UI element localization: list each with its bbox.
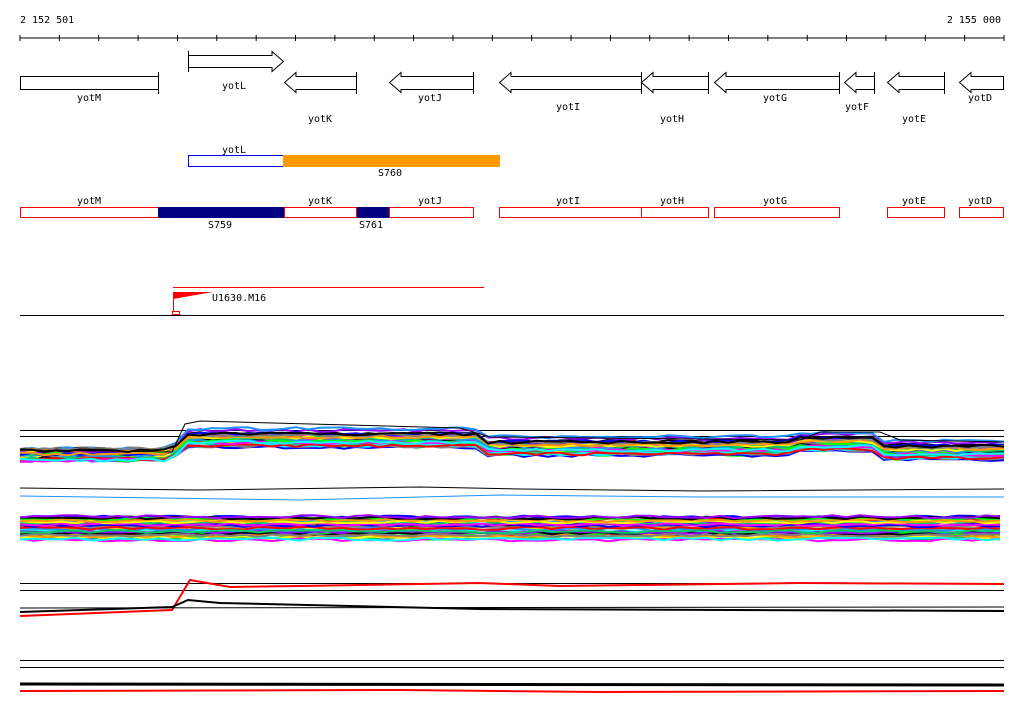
profile-line: [19, 525, 1001, 531]
svg-text:yotD: yotD: [968, 93, 992, 104]
gene-box-yotG[interactable]: [714, 207, 840, 218]
segment-S759[interactable]: [158, 207, 284, 218]
gene-box-yotD[interactable]: [959, 207, 1004, 218]
svg-text:yotK: yotK: [308, 114, 332, 125]
gene-yotF[interactable]: yotF: [843, 71, 875, 113]
profile-line: [19, 532, 1000, 538]
profile-line: [19, 439, 1005, 463]
segment-track-1: yotL S760: [188, 145, 500, 179]
profile-line: [19, 514, 1001, 520]
svg-text:yotE: yotE: [902, 114, 926, 125]
svg-text:yotM: yotM: [77, 196, 101, 207]
svg-text:yotL: yotL: [222, 81, 246, 92]
svg-text:yotK: yotK: [308, 196, 332, 207]
profile-line: [19, 443, 1005, 462]
gene-box-yotL[interactable]: [188, 155, 284, 167]
profile-line: [19, 528, 1001, 535]
profile-line: [19, 426, 1005, 452]
feature-label: U1630.M16: [212, 293, 266, 304]
svg-text:yotD: yotD: [968, 196, 992, 207]
profile-line: [19, 420, 1005, 453]
svg-text:S761: S761: [359, 220, 383, 231]
profile-line: [19, 578, 1005, 617]
svg-text:yotJ: yotJ: [418, 93, 442, 104]
svg-text:yotE: yotE: [902, 196, 926, 207]
profile-line: [19, 536, 1001, 542]
gene-yotG[interactable]: yotG: [713, 71, 840, 104]
profile-line: [19, 682, 1005, 687]
svg-text:yotH: yotH: [660, 196, 684, 207]
profile-line: [19, 519, 1001, 525]
feature-track: U1630.M16: [20, 287, 1004, 316]
svg-text:yotF: yotF: [845, 102, 869, 113]
svg-text:yotM: yotM: [77, 93, 101, 104]
gene-box-yotM[interactable]: [20, 207, 159, 218]
expression-profiles: [19, 420, 1005, 694]
gene-yotJ[interactable]: yotJ: [388, 71, 474, 104]
ruler-start-label: 2 152 501: [20, 15, 74, 26]
profile-line: [19, 494, 1004, 501]
gene-box-yotK[interactable]: [284, 207, 357, 218]
svg-text:S759: S759: [208, 220, 232, 231]
gene-track: yotM yotL yotK yotJ yotI yotH yotG yotF: [20, 50, 1004, 125]
gene-box-yotI[interactable]: [499, 207, 642, 218]
profile-line: [19, 688, 1005, 694]
segment-S761[interactable]: [357, 207, 389, 218]
gene-yotK[interactable]: yotK: [283, 71, 357, 125]
gene-box-yotH[interactable]: [641, 207, 709, 218]
svg-text:yotI: yotI: [556, 102, 580, 113]
segment-track-2: yotM yotK yotJ yotI yotH yotG yotE yotD …: [20, 196, 1004, 231]
gene-yotE[interactable]: yotE: [886, 71, 945, 125]
gene-box-yotE[interactable]: [887, 207, 945, 218]
svg-text:yotG: yotG: [763, 196, 787, 207]
gene-box-yotJ[interactable]: [389, 207, 474, 218]
feature-flag-icon[interactable]: [173, 292, 213, 299]
segment-S760[interactable]: [283, 155, 500, 167]
ruler-end-label: 2 155 000: [947, 15, 1001, 26]
gene-yotD[interactable]: yotD: [958, 71, 1004, 105]
profile-line: [19, 486, 1005, 492]
svg-text:S760: S760: [378, 168, 402, 179]
gene-yotH[interactable]: yotH: [640, 71, 709, 125]
gene-yotL[interactable]: yotL: [188, 50, 285, 92]
svg-text:yotL: yotL: [222, 145, 246, 156]
svg-text:yotH: yotH: [660, 114, 684, 125]
gene-yotM[interactable]: yotM: [20, 72, 159, 104]
gene-yotI[interactable]: yotI: [498, 71, 642, 113]
svg-text:yotJ: yotJ: [418, 196, 442, 207]
profile-line: [19, 431, 1005, 454]
profile-line: [19, 606, 1005, 609]
svg-text:yotG: yotG: [763, 93, 787, 104]
svg-text:yotI: yotI: [556, 196, 580, 207]
position-ruler: 2 152 501 2 155 000: [19, 15, 1005, 41]
